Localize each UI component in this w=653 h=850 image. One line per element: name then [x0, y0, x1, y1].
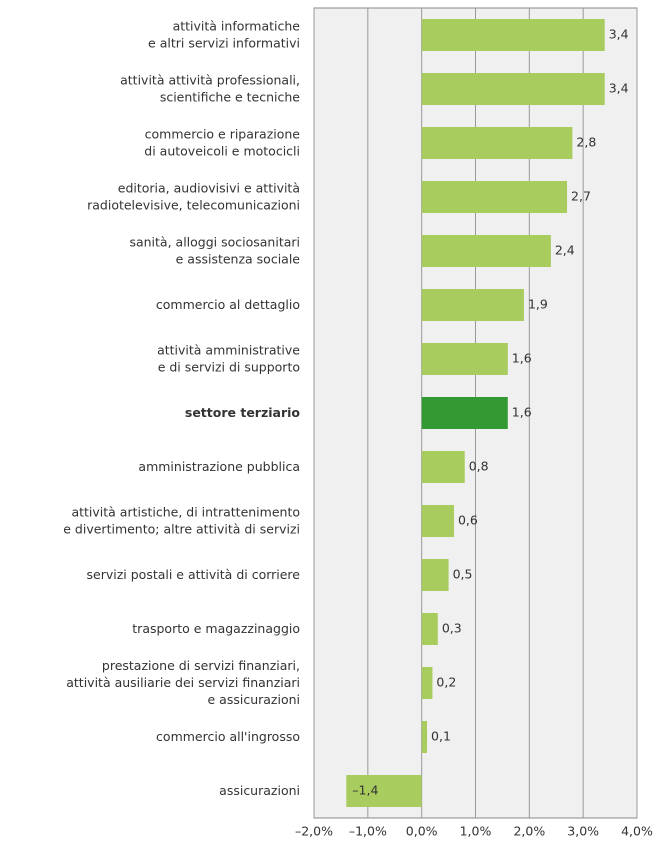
category-label-line: prestazione di servizi finanziari, [102, 658, 300, 673]
x-tick-label: 0,0% [406, 824, 438, 839]
category-label-line: e assicurazioni [208, 692, 301, 707]
category-label-line: settore terziario [185, 405, 301, 420]
category-label: editoria, audiovisivi e attività radiotel… [87, 180, 300, 212]
bar [421, 343, 508, 375]
value-label: 0,6 [458, 513, 478, 528]
category-label: attività informatiche e altri servizi inf… [148, 18, 300, 50]
category-label-line: sanità, alloggi sociosanitari [129, 234, 300, 249]
category-label-line: commercio al dettaglio [156, 297, 300, 312]
category-label-line: e divertimento; altre attività di serviz… [63, 521, 300, 536]
bar [421, 667, 433, 699]
bar [421, 181, 568, 213]
value-label: 0,3 [442, 621, 462, 636]
category-label-line: assicurazioni [219, 783, 300, 798]
value-label: 3,4 [609, 81, 629, 96]
value-label: 0,5 [453, 567, 473, 582]
x-tick-label: 1,0% [460, 824, 492, 839]
category-label: sanità, alloggi sociosanitari e assistenz… [129, 234, 300, 266]
category-label: attività attività professionali, scientif… [120, 72, 300, 104]
category-label: trasporto e magazzinaggio [132, 621, 300, 636]
category-label: settore terziario [185, 405, 301, 420]
category-label-line: attività ausiliarie dei servizi finanzia… [66, 675, 300, 690]
x-tick-label: 2,0% [513, 824, 545, 839]
category-label: attività amministrative e di servizi di s… [157, 342, 300, 374]
category-label-line: scientifiche e tecniche [160, 89, 300, 104]
bar [421, 127, 573, 159]
category-label-line: servizi postali e attività di corriere [87, 567, 301, 582]
category-label-line: trasporto e magazzinaggio [132, 621, 300, 636]
category-label-line: e di servizi di supporto [158, 359, 300, 374]
value-label: 0,8 [469, 459, 489, 474]
bar [421, 451, 465, 483]
category-label-line: attività artistiche, di intrattenimento [71, 504, 300, 519]
category-label: commercio al dettaglio [156, 297, 300, 312]
x-tick-label: –2,0% [295, 824, 333, 839]
category-label-line: attività amministrative [157, 342, 300, 357]
category-label: attività artistiche, di intrattenimento e… [63, 504, 300, 536]
category-label: prestazione di servizi finanziari, attivi… [66, 658, 300, 707]
bar [346, 775, 422, 807]
value-label: 0,1 [431, 729, 451, 744]
category-label-line: attività informatiche [173, 18, 301, 33]
category-label-line: commercio e riparazione [145, 126, 301, 141]
category-label-line: commercio all'ingrosso [156, 729, 300, 744]
bar [421, 613, 438, 645]
category-label-line: e altri servizi informativi [148, 35, 300, 50]
category-label: commercio e riparazione di autoveicoli e … [144, 126, 300, 158]
value-label: 3,4 [609, 27, 629, 42]
category-label-line: attività attività professionali, [120, 72, 300, 87]
category-label: commercio all'ingrosso [156, 729, 300, 744]
category-label-line: di autoveicoli e motocicli [144, 143, 300, 158]
value-label: 1,9 [528, 297, 548, 312]
value-label: 1,6 [512, 351, 532, 366]
category-label-line: amministrazione pubblica [138, 459, 300, 474]
value-label: 0,2 [436, 675, 456, 690]
bar [421, 721, 428, 753]
bar [421, 559, 449, 591]
x-tick-label: 4,0% [621, 824, 653, 839]
x-tick-label: 3,0% [567, 824, 599, 839]
category-label: servizi postali e attività di corriere [87, 567, 301, 582]
bar [421, 397, 508, 429]
value-label: 2,8 [576, 135, 596, 150]
value-label: 2,4 [555, 243, 575, 258]
bar [421, 289, 524, 321]
x-tick-label: –1,0% [349, 824, 387, 839]
bar [421, 505, 454, 537]
bar [421, 235, 551, 267]
category-label: assicurazioni [219, 783, 300, 798]
bar [421, 73, 605, 105]
category-label-line: e assistenza sociale [176, 251, 301, 266]
category-label-line: editoria, audiovisivi e attività [118, 180, 300, 195]
category-label-line: radiotelevisive, telecomunicazioni [87, 197, 300, 212]
category-label: amministrazione pubblica [138, 459, 300, 474]
bar [421, 19, 605, 51]
value-label: 1,6 [512, 405, 532, 420]
value-label: –1,4 [352, 783, 378, 798]
value-label: 2,7 [571, 189, 591, 204]
